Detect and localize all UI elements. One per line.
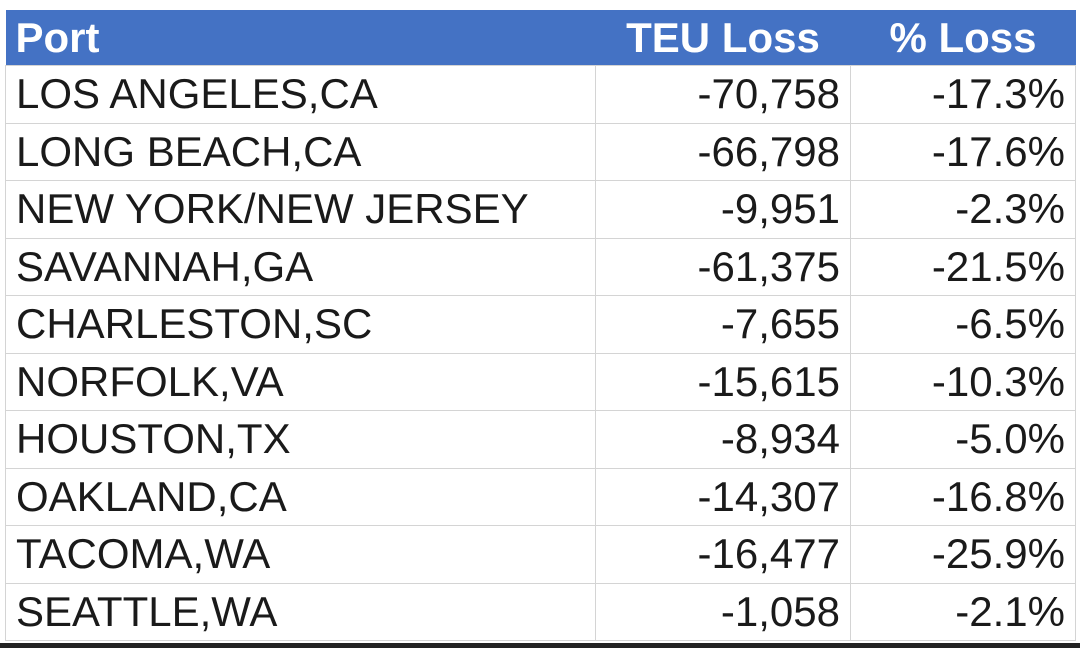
table-row: HOUSTON,TX -8,934 -5.0% [5, 410, 1076, 469]
number-cell: -17.3% [850, 65, 1076, 124]
table-row: OAKLAND,CA -14,307 -16.8% [5, 467, 1076, 526]
port-cell: HOUSTON,TX [5, 410, 596, 469]
table-row: NORFOLK,VA -15,615 -10.3% [5, 352, 1076, 411]
number-cell: -16.8% [850, 467, 1076, 526]
table-row: SAVANNAH,GA -61,375 -21.5% [5, 237, 1076, 296]
number-cell: -21.5% [850, 237, 1076, 296]
port-table: Port TEU Loss% Loss LOS ANGELES,CA -70,758… [5, 10, 1076, 641]
number-cell: -10.3% [850, 352, 1076, 411]
column-header: % Loss [850, 10, 1076, 66]
number-cell: -9,951 [595, 180, 851, 239]
port-cell: LOS ANGELES,CA [5, 65, 596, 124]
port-cell: NORFOLK,VA [5, 352, 596, 411]
table-row: TACOMA,WA -16,477 -25.9% [5, 525, 1076, 584]
port-cell: TACOMA,WA [5, 525, 596, 584]
bottom-border [0, 643, 1080, 648]
number-cell: -61,375 [595, 237, 851, 296]
port-cell: SEATTLE,WA [5, 582, 596, 641]
port-cell: SAVANNAH,GA [5, 237, 596, 296]
number-cell: -25.9% [850, 525, 1076, 584]
header-row: Port TEU Loss% Loss [5, 10, 1076, 66]
number-cell: -2.1% [850, 582, 1076, 641]
table-row: NEW YORK/NEW JERSEY -9,951 -2.3% [5, 180, 1076, 239]
number-cell: -70,758 [595, 65, 851, 124]
column-header: Port [5, 10, 596, 66]
port-cell: CHARLESTON,SC [5, 295, 596, 354]
number-cell: -16,477 [595, 525, 851, 584]
port-cell: LONG BEACH,CA [5, 122, 596, 181]
table-body: LOS ANGELES,CA -70,758 -17.3% LONG BEACH,CA… [5, 65, 1076, 641]
column-header: TEU Loss [595, 10, 851, 66]
number-cell: -1,058 [595, 582, 851, 641]
table-row: SEATTLE,WA -1,058 -2.1% [5, 582, 1076, 641]
number-cell: -66,798 [595, 122, 851, 181]
table-container: Port TEU Loss% Loss LOS ANGELES,CA -70,758… [5, 10, 1076, 641]
number-cell: -14,307 [595, 467, 851, 526]
table-row: CHARLESTON,SC -7,655 -6.5% [5, 295, 1076, 354]
number-cell: -6.5% [850, 295, 1076, 354]
number-cell: -17.6% [850, 122, 1076, 181]
number-cell: -8,934 [595, 410, 851, 469]
table-row: LONG BEACH,CA -66,798 -17.6% [5, 122, 1076, 181]
number-cell: -5.0% [850, 410, 1076, 469]
table-row: LOS ANGELES,CA -70,758 -17.3% [5, 65, 1076, 124]
number-cell: -15,615 [595, 352, 851, 411]
number-cell: -2.3% [850, 180, 1076, 239]
port-cell: NEW YORK/NEW JERSEY [5, 180, 596, 239]
number-cell: -7,655 [595, 295, 851, 354]
table-head: Port TEU Loss% Loss [5, 10, 1076, 66]
port-cell: OAKLAND,CA [5, 467, 596, 526]
